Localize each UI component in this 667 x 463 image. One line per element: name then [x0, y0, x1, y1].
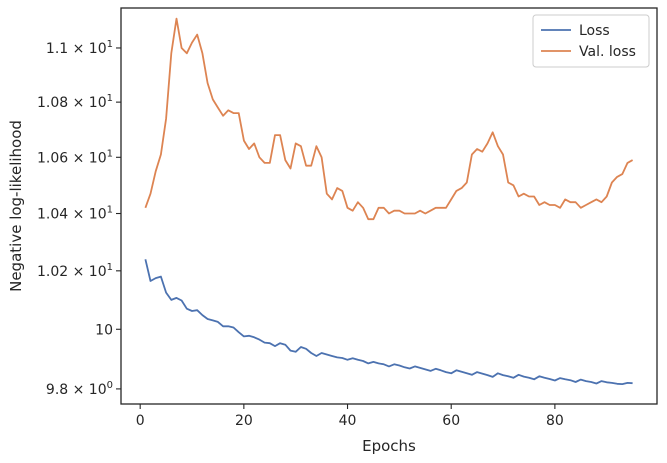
series-layer	[144, 17, 634, 386]
legend: Loss Val. loss	[532, 14, 650, 68]
y-tick-label: 1.08 × 101	[37, 93, 113, 111]
x-tick-label: 80	[546, 413, 564, 429]
y-axis-label: Negative log-likelihood	[7, 120, 25, 292]
series-line	[144, 17, 634, 221]
x-tick-label: 20	[235, 413, 253, 429]
y-tick-label: 9.8 × 100	[46, 380, 113, 398]
legend-label: Loss	[579, 23, 610, 39]
x-tick-label: 0	[136, 413, 145, 429]
y-tick-label: 1.06 × 101	[37, 148, 113, 166]
x-axis-label: Epochs	[362, 437, 416, 455]
y-tick-label: 1.1 × 101	[46, 39, 113, 57]
legend-label: Val. loss	[579, 44, 636, 60]
y-tick-label: 1.02 × 101	[37, 262, 113, 280]
x-tick-label: 60	[442, 413, 460, 429]
x-tick-label: 40	[339, 413, 357, 429]
y-tick-label: 10	[95, 322, 113, 338]
y-tick-label: 1.04 × 101	[37, 205, 113, 223]
legend-box	[532, 14, 650, 68]
plot-frame	[120, 7, 658, 405]
x-axis: 0 20 40 60 80	[136, 404, 564, 429]
y-axis: 9.8 × 100 10 1.02 × 101 1.04 × 101 1.06 × 10…	[37, 39, 121, 398]
series-line	[144, 259, 633, 386]
